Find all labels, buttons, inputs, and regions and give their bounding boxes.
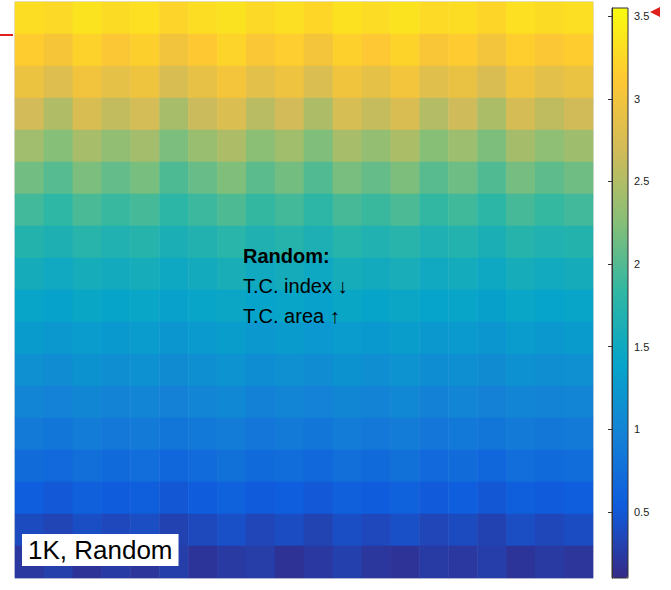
svg-text:T.C. index ↓: T.C. index ↓ [243,275,347,297]
svg-text:3: 3 [634,93,640,105]
svg-text:T.C. area ↑: T.C. area ↑ [243,305,340,327]
svg-text:1.5: 1.5 [634,341,649,353]
svg-text:3.5: 3.5 [634,10,649,22]
svg-text:0.5: 0.5 [634,506,649,518]
svg-text:2: 2 [634,258,640,270]
svg-text:1: 1 [634,423,640,435]
svg-text:2.5: 2.5 [634,175,649,187]
svg-text:Random:: Random: [243,245,330,267]
svg-text:1K, Random: 1K, Random [28,535,173,565]
